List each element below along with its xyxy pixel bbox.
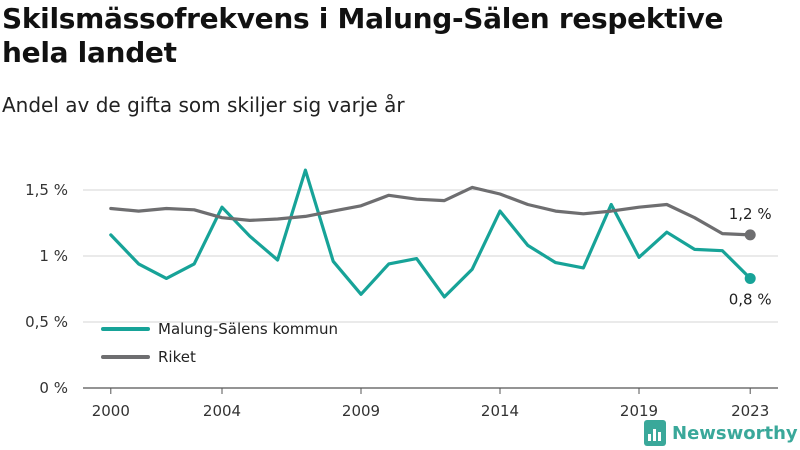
x-tick-label: 2004 [203, 402, 241, 420]
y-tick-label: 0 % [39, 379, 68, 397]
x-tick-label: 2009 [342, 402, 380, 420]
series-line [109, 168, 752, 299]
y-tick-label: 1,5 % [25, 181, 68, 199]
brand-name: Newsworthy [672, 422, 798, 444]
series-end-label: 0,8 % [729, 290, 772, 308]
legend-label: Riket [158, 348, 196, 366]
legend-label: Malung-Sälens kommun [158, 320, 338, 338]
newsworthy-logo: Newsworthy [644, 419, 798, 447]
x-tick-label: 2019 [620, 402, 658, 420]
series-end-marker [744, 229, 756, 241]
series-end-marker [744, 272, 756, 284]
series-end-label: 1,2 % [729, 205, 772, 223]
x-tick-label: 2023 [731, 402, 769, 420]
chart-title: Skilsmässofrekvens i Malung-Sälen respek… [2, 2, 724, 69]
x-tick-label: 2000 [92, 402, 130, 420]
y-tick-label: 1 % [39, 247, 68, 265]
x-tick-label: 2014 [481, 402, 519, 420]
y-tick-label: 0,5 % [25, 313, 68, 331]
chart-subtitle: Andel av de gifta som skiljer sig varje … [2, 93, 405, 117]
series-line [109, 185, 752, 237]
bar-chart-icon [644, 420, 666, 446]
